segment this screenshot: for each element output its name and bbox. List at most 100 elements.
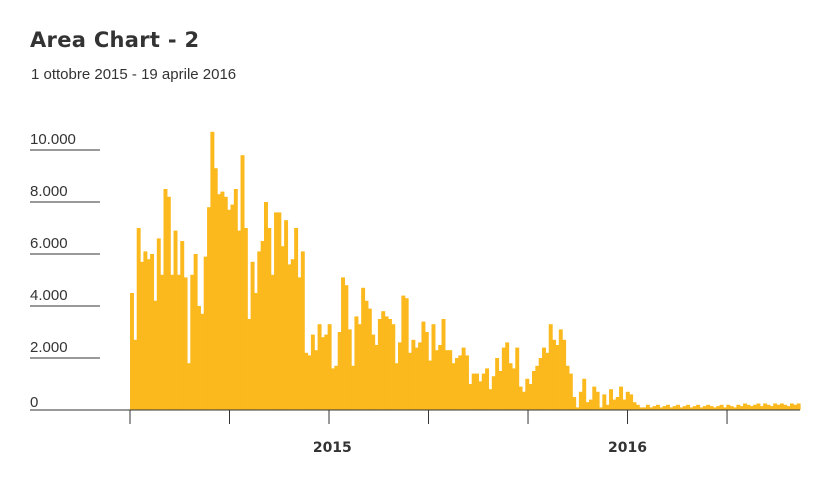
bar bbox=[193, 254, 198, 410]
bar bbox=[766, 404, 771, 410]
bar bbox=[645, 404, 650, 410]
bar bbox=[709, 406, 714, 410]
bar bbox=[689, 407, 694, 410]
bar bbox=[334, 365, 339, 410]
bar bbox=[381, 311, 386, 410]
bar bbox=[789, 403, 794, 410]
bar bbox=[213, 168, 218, 410]
bar bbox=[384, 316, 389, 410]
bar bbox=[207, 207, 211, 410]
bar bbox=[210, 131, 215, 411]
bar bbox=[166, 196, 171, 410]
bar bbox=[341, 277, 345, 410]
bar bbox=[796, 403, 801, 410]
bar bbox=[662, 406, 667, 410]
bar bbox=[257, 251, 262, 410]
bar bbox=[793, 404, 798, 410]
bar bbox=[535, 365, 540, 410]
bar bbox=[344, 285, 349, 410]
bar bbox=[545, 352, 550, 410]
bar bbox=[220, 191, 225, 410]
bar bbox=[324, 334, 329, 410]
bar bbox=[552, 339, 557, 410]
bar bbox=[632, 402, 637, 410]
bar bbox=[217, 194, 222, 410]
bar bbox=[679, 407, 684, 410]
bar bbox=[237, 230, 242, 410]
bar bbox=[599, 407, 603, 410]
bar bbox=[160, 274, 165, 410]
bar bbox=[585, 402, 590, 410]
bar bbox=[538, 358, 543, 410]
bar bbox=[267, 228, 272, 410]
bar bbox=[511, 368, 516, 410]
bar bbox=[602, 394, 607, 410]
bar bbox=[398, 342, 402, 410]
bar bbox=[722, 407, 727, 410]
bar bbox=[682, 406, 687, 410]
bar bbox=[612, 399, 617, 410]
bar bbox=[371, 334, 376, 410]
bar bbox=[588, 399, 593, 410]
bar bbox=[331, 368, 335, 410]
bar bbox=[736, 404, 741, 410]
bar bbox=[230, 204, 235, 410]
bar bbox=[153, 300, 158, 410]
bar bbox=[223, 196, 228, 410]
bar bbox=[696, 404, 701, 410]
bar bbox=[779, 403, 784, 410]
bar bbox=[200, 313, 205, 410]
bar bbox=[622, 399, 627, 410]
bar bbox=[609, 389, 613, 410]
bar bbox=[501, 347, 506, 410]
bar bbox=[428, 360, 433, 410]
bar bbox=[625, 391, 630, 410]
bar bbox=[247, 319, 252, 410]
bar bbox=[454, 358, 459, 410]
bar bbox=[706, 404, 711, 410]
bar bbox=[287, 264, 292, 410]
bar bbox=[391, 324, 396, 410]
bar bbox=[769, 406, 774, 410]
bar bbox=[615, 397, 620, 410]
bar bbox=[377, 319, 382, 410]
bar bbox=[394, 363, 399, 410]
bar bbox=[759, 406, 764, 410]
bar bbox=[274, 212, 278, 410]
bar bbox=[284, 220, 289, 410]
bar bbox=[743, 403, 747, 410]
bar bbox=[716, 406, 721, 410]
y-tick-label: 4.000 bbox=[30, 287, 68, 304]
bar bbox=[197, 306, 201, 410]
bar bbox=[431, 324, 436, 410]
bar bbox=[173, 230, 178, 410]
chart-bars bbox=[130, 131, 801, 411]
bar bbox=[699, 407, 704, 410]
bar bbox=[629, 394, 634, 410]
bar bbox=[605, 404, 610, 410]
bar bbox=[726, 404, 731, 410]
bar bbox=[233, 189, 238, 410]
bar bbox=[441, 319, 446, 410]
y-tick-label: 6.000 bbox=[30, 235, 68, 252]
bar bbox=[297, 277, 302, 410]
bar bbox=[776, 404, 781, 410]
x-tick-label: 2016 bbox=[608, 440, 647, 456]
chart-title: Area Chart - 2 bbox=[30, 28, 200, 52]
bar bbox=[320, 337, 325, 410]
bar bbox=[203, 256, 208, 410]
bar bbox=[270, 274, 275, 410]
bar bbox=[280, 246, 285, 410]
bar bbox=[183, 277, 188, 410]
bar bbox=[133, 339, 138, 410]
chart-subtitle: 1 ottobre 2015 - 19 aprile 2016 bbox=[31, 66, 237, 83]
bar bbox=[357, 324, 362, 410]
bar bbox=[337, 332, 342, 410]
bar bbox=[669, 407, 674, 410]
x-axis: 2015 2016 bbox=[30, 409, 800, 456]
bar bbox=[763, 403, 768, 410]
bar bbox=[414, 347, 419, 410]
bar bbox=[461, 347, 466, 410]
bar bbox=[582, 378, 587, 410]
bar bbox=[595, 391, 600, 410]
